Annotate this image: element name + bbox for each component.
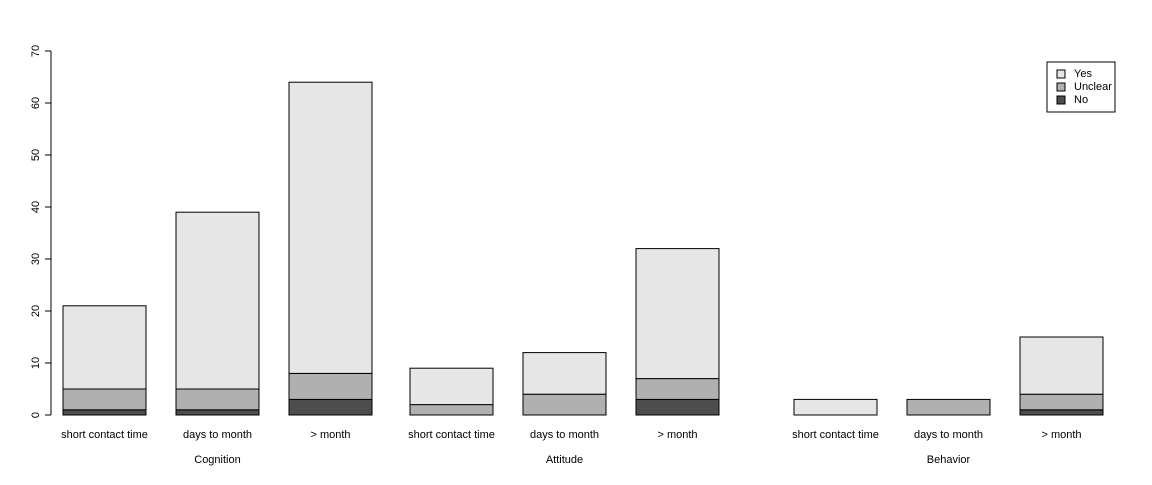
bars <box>62 81 1104 416</box>
bar-cognition-days-to-month-no <box>175 409 260 416</box>
bar-cognition-month-no <box>288 398 373 416</box>
bar-cognition-short-contact-time-no <box>62 409 147 416</box>
bar-cognition-days-to-month-yes <box>175 211 260 390</box>
bar-behavior-month-yes <box>1019 336 1104 395</box>
bar-attitude-days-to-month-unclear <box>522 393 607 416</box>
y-tick-label: 10 <box>30 357 42 369</box>
bar-attitude-short-contact-time-yes <box>409 367 494 406</box>
bar-cognition-days-to-month-unclear <box>175 388 260 411</box>
bar-attitude-days-to-month-yes <box>522 352 607 395</box>
bar-cognition-short-contact-time-unclear <box>62 388 147 411</box>
category-label: short contact time <box>61 429 148 441</box>
y-tick-label: 30 <box>30 253 42 265</box>
y-tick-label: 40 <box>30 201 42 213</box>
bar-attitude-short-contact-time-unclear <box>409 404 494 416</box>
y-tick-label: 50 <box>30 149 42 161</box>
bar-behavior-month-unclear <box>1019 393 1104 411</box>
y-axis: 0 10 20 30 40 50 60 70 <box>30 45 52 418</box>
y-tick-label: 60 <box>30 97 42 109</box>
legend-swatch-no <box>1056 95 1066 105</box>
bar-cognition-short-contact-time-yes <box>62 305 147 390</box>
bar-cognition-month-yes <box>288 81 373 374</box>
category-label: > month <box>1041 429 1081 441</box>
bar-cognition-month-unclear <box>288 372 373 400</box>
group-label-cognition: Cognition <box>194 454 240 466</box>
bar-behavior-short-contact-time-yes <box>793 398 878 416</box>
y-tick-label: 0 <box>30 412 42 418</box>
legend-label-no: No <box>1074 94 1088 106</box>
legend-label-unclear: Unclear <box>1074 81 1112 93</box>
x-labels: short contact time days to month > month Co… <box>61 429 1081 466</box>
category-label: short contact time <box>792 429 879 441</box>
legend-label-yes: Yes <box>1074 68 1092 80</box>
bar-attitude-month-no <box>635 398 720 416</box>
bar-behavior-days-to-month-unclear <box>906 398 991 416</box>
category-label: days to month <box>914 429 983 441</box>
bar-behavior-month-no <box>1019 409 1104 416</box>
category-label: days to month <box>530 429 599 441</box>
category-label: > month <box>310 429 350 441</box>
category-label: short contact time <box>408 429 495 441</box>
category-label: days to month <box>183 429 252 441</box>
group-label-attitude: Attitude <box>546 454 583 466</box>
y-tick-label: 70 <box>30 45 42 57</box>
legend-swatch-unclear <box>1056 82 1066 92</box>
category-label: > month <box>657 429 697 441</box>
bar-attitude-month-yes <box>635 248 720 380</box>
legend-swatch-yes <box>1056 69 1066 79</box>
y-tick-label: 20 <box>30 305 42 317</box>
bar-attitude-month-unclear <box>635 378 720 400</box>
group-label-behavior: Behavior <box>927 454 971 466</box>
